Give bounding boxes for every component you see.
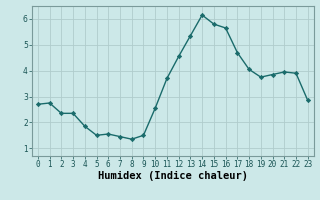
X-axis label: Humidex (Indice chaleur): Humidex (Indice chaleur): [98, 171, 248, 181]
